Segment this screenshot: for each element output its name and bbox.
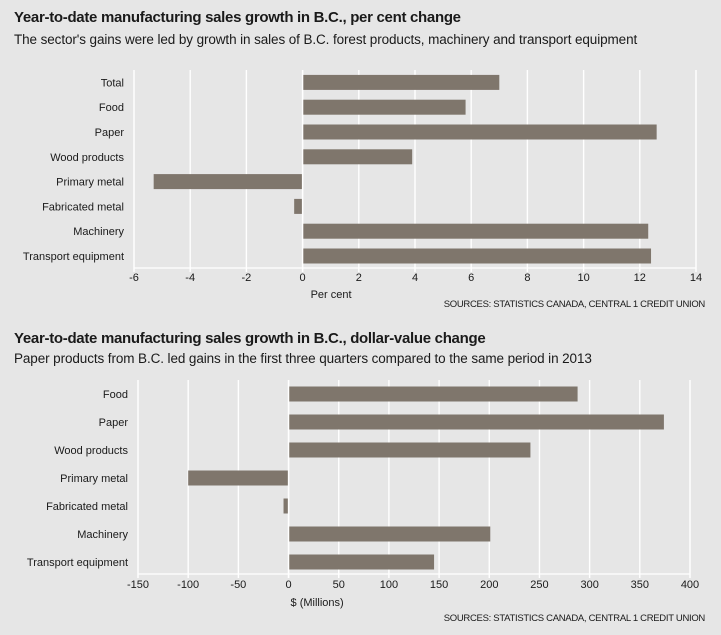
chart-panel-dollar: Year-to-date manufacturing sales growth … [0, 322, 721, 635]
x-tick-label: 350 [631, 579, 649, 591]
x-tick-label: 300 [580, 579, 598, 591]
category-label: Fabricated metal [42, 201, 124, 213]
x-tick-label: 100 [380, 579, 398, 591]
chart-panel-percent: Year-to-date manufacturing sales growth … [14, 9, 706, 310]
x-tick-label: 8 [524, 272, 530, 284]
x-tick-label: 200 [480, 579, 498, 591]
x-axis-title: Per cent [311, 289, 352, 301]
x-tick-label: 400 [681, 579, 699, 591]
bar [302, 124, 657, 140]
source-note: SOURCES: STATISTICS CANADA, CENTRAL 1 CR… [443, 299, 706, 310]
category-label: Total [101, 77, 124, 89]
category-label: Transport equipment [27, 557, 128, 569]
x-tick-label: -2 [242, 272, 252, 284]
category-label: Food [99, 102, 124, 114]
bar [153, 174, 303, 190]
category-label: Transport equipment [23, 251, 124, 263]
x-tick-label: 6 [468, 272, 474, 284]
x-tick-label: 0 [285, 579, 291, 591]
category-label: Wood products [54, 445, 128, 457]
x-tick-label: 10 [577, 272, 589, 284]
bar [288, 386, 578, 402]
x-tick-label: 0 [300, 272, 306, 284]
x-axis-title: $ (Millions) [291, 597, 344, 609]
category-label: Primary metal [56, 177, 124, 189]
source-note: SOURCES: STATISTICS CANADA, CENTRAL 1 CR… [443, 613, 706, 624]
bar [188, 470, 289, 486]
category-label: Paper [99, 417, 129, 429]
chart-title: Year-to-date manufacturing sales growth … [14, 330, 486, 347]
bar [302, 223, 649, 239]
bar [302, 74, 500, 90]
chart-title: Year-to-date manufacturing sales growth … [14, 9, 461, 26]
bar [288, 414, 664, 430]
x-tick-label: 150 [430, 579, 448, 591]
x-tick-label: -100 [177, 579, 199, 591]
bar [302, 248, 652, 264]
x-tick-label: -150 [127, 579, 149, 591]
x-tick-label: -6 [129, 272, 139, 284]
x-tick-label: 14 [690, 272, 702, 284]
bar [302, 149, 413, 165]
x-tick-label: 12 [634, 272, 646, 284]
bar-chart-dollar: -150 -100 -50 0 50 100 150 200 250 300 350 400 Food P… [27, 380, 699, 609]
category-label: Primary metal [60, 473, 128, 485]
x-tick-label: 50 [333, 579, 345, 591]
bar [294, 198, 303, 214]
x-tick-label: 250 [530, 579, 548, 591]
bar [302, 99, 466, 115]
x-tick-label: -4 [185, 272, 195, 284]
category-label: Fabricated metal [46, 501, 128, 513]
chart-subtitle: The sector's gains were led by growth in… [14, 32, 638, 47]
category-label: Paper [95, 127, 125, 139]
category-label: Machinery [73, 226, 124, 238]
chart-subtitle: Paper products from B.C. led gains in th… [14, 351, 592, 366]
bar [288, 554, 435, 570]
category-label: Wood products [50, 152, 124, 164]
bar [288, 442, 531, 458]
x-tick-label: 2 [356, 272, 362, 284]
bar [283, 498, 289, 514]
category-label: Machinery [77, 529, 128, 541]
bar-chart-percent: -6 -4 -2 0 2 4 6 8 10 12 14 Total Food Paper Wood prod… [23, 70, 702, 301]
x-tick-label: 4 [412, 272, 418, 284]
bar [288, 526, 491, 542]
x-tick-label: -50 [230, 579, 246, 591]
category-label: Food [103, 389, 128, 401]
